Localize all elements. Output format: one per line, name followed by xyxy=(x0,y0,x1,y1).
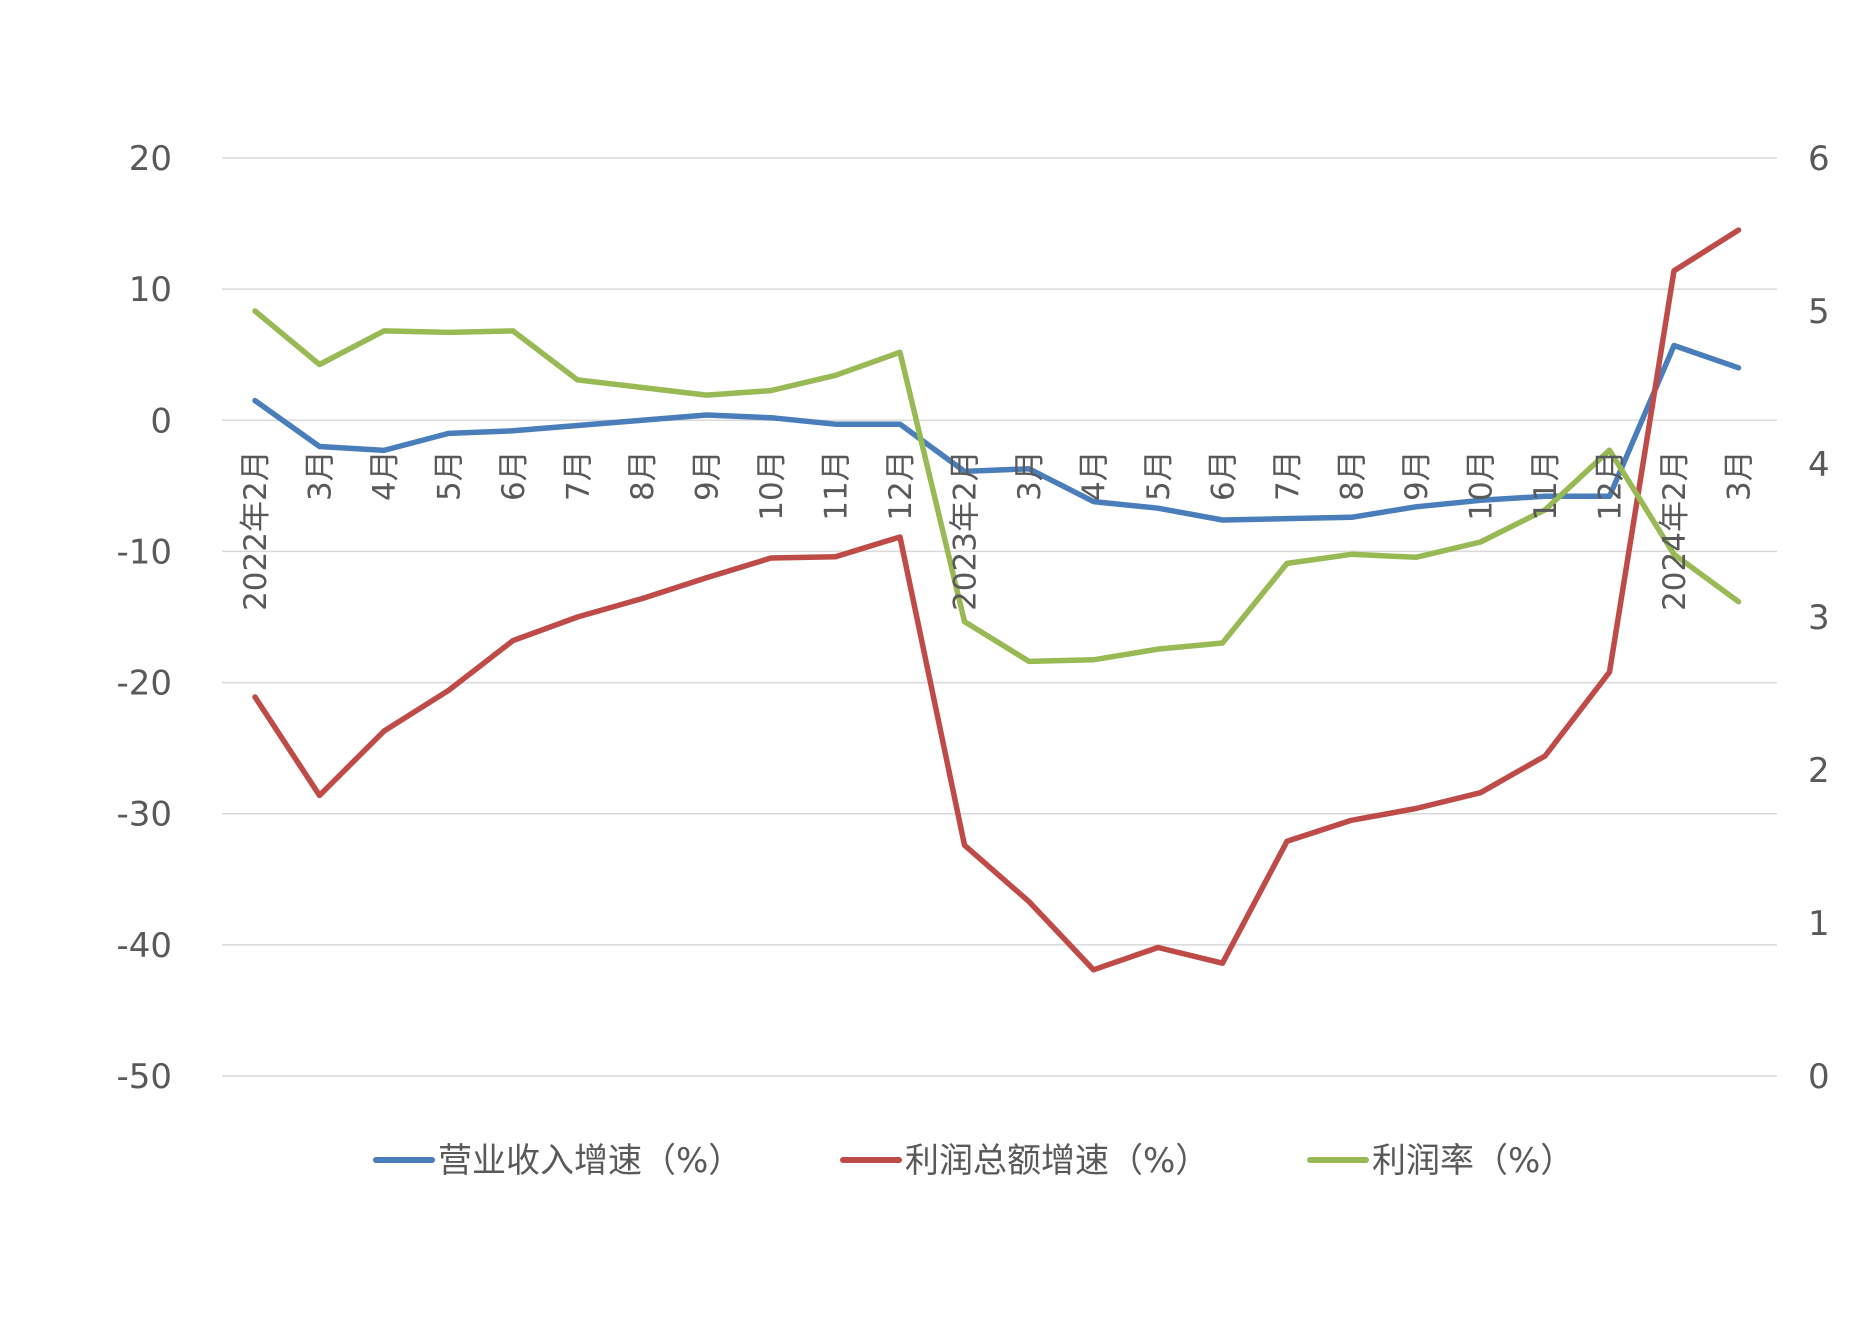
x-tick-label: 6月 xyxy=(1206,450,1242,501)
series-line-profit-total xyxy=(252,227,1742,973)
y-left-tick-label: 20 xyxy=(129,139,172,179)
legend-label: 营业收入增速（%） xyxy=(438,1141,742,1181)
x-tick-label: 3月 xyxy=(1012,450,1048,501)
x-tick-label: 5月 xyxy=(1141,450,1177,501)
gridlines xyxy=(222,157,1777,1077)
y-left-tick-label: -40 xyxy=(116,926,172,966)
y-left-tick-label: -50 xyxy=(116,1057,172,1097)
x-tick-label: 11月 xyxy=(819,450,855,520)
y-left-tick-label: 0 xyxy=(150,401,172,441)
y-left-tick-label: -30 xyxy=(116,795,172,835)
y-left-tick-label: -10 xyxy=(116,532,172,572)
x-tick-label: 2022年2月 xyxy=(238,450,274,611)
x-tick-label: 11月 xyxy=(1528,450,1564,520)
x-tick-label: 12月 xyxy=(1593,450,1629,520)
y-right-tick-label: 4 xyxy=(1808,445,1830,485)
series-lines xyxy=(252,227,1742,973)
x-tick-label: 3月 xyxy=(1722,450,1758,501)
y-left-tick-label: -20 xyxy=(116,664,172,704)
legend-label: 利润总额增速（%） xyxy=(905,1141,1209,1181)
x-tick-label: 4月 xyxy=(1077,450,1113,501)
x-tick-label: 7月 xyxy=(1270,450,1306,501)
y-right-tick-label: 2 xyxy=(1808,751,1830,791)
y-axis-left: 20 10 0 -10 -20 -30 -40 -50 xyxy=(116,139,172,1097)
y-right-tick-label: 5 xyxy=(1808,292,1830,332)
legend-label: 利润率（%） xyxy=(1372,1141,1574,1181)
x-tick-label: 8月 xyxy=(1335,450,1371,501)
x-tick-label: 6月 xyxy=(496,450,532,501)
y-right-tick-label: 3 xyxy=(1808,598,1830,638)
y-right-tick-label: 1 xyxy=(1808,904,1830,944)
x-tick-label: 5月 xyxy=(432,450,468,501)
x-tick-label: 2023年2月 xyxy=(948,450,984,611)
y-right-tick-label: 6 xyxy=(1808,139,1830,179)
legend: 营业收入增速（%） 利润总额增速（%） 利润率（%） xyxy=(373,1141,1574,1181)
x-tick-label: 10月 xyxy=(1464,450,1500,520)
x-tick-label: 10月 xyxy=(754,450,790,520)
x-tick-label: 9月 xyxy=(1399,450,1435,501)
x-tick-label: 3月 xyxy=(303,450,339,501)
y-axis-right: 6 5 4 3 2 1 0 xyxy=(1808,139,1830,1097)
y-left-tick-label: 10 xyxy=(129,270,172,310)
x-tick-label: 9月 xyxy=(690,450,726,501)
y-right-tick-label: 0 xyxy=(1808,1057,1830,1097)
x-tick-label: 7月 xyxy=(561,450,597,501)
x-tick-label: 4月 xyxy=(367,450,403,501)
x-tick-label: 2024年2月 xyxy=(1657,450,1693,611)
series-line-profit-rate xyxy=(252,308,1742,665)
x-axis-labels: 2022年2月 3月 4月 5月 6月 7月 8月 9月 10月 11月 12月 2023年2月 3月 4… xyxy=(238,450,1758,611)
x-tick-label: 12月 xyxy=(883,450,919,520)
x-tick-label: 8月 xyxy=(625,450,661,501)
series-line-revenue xyxy=(252,342,1742,523)
